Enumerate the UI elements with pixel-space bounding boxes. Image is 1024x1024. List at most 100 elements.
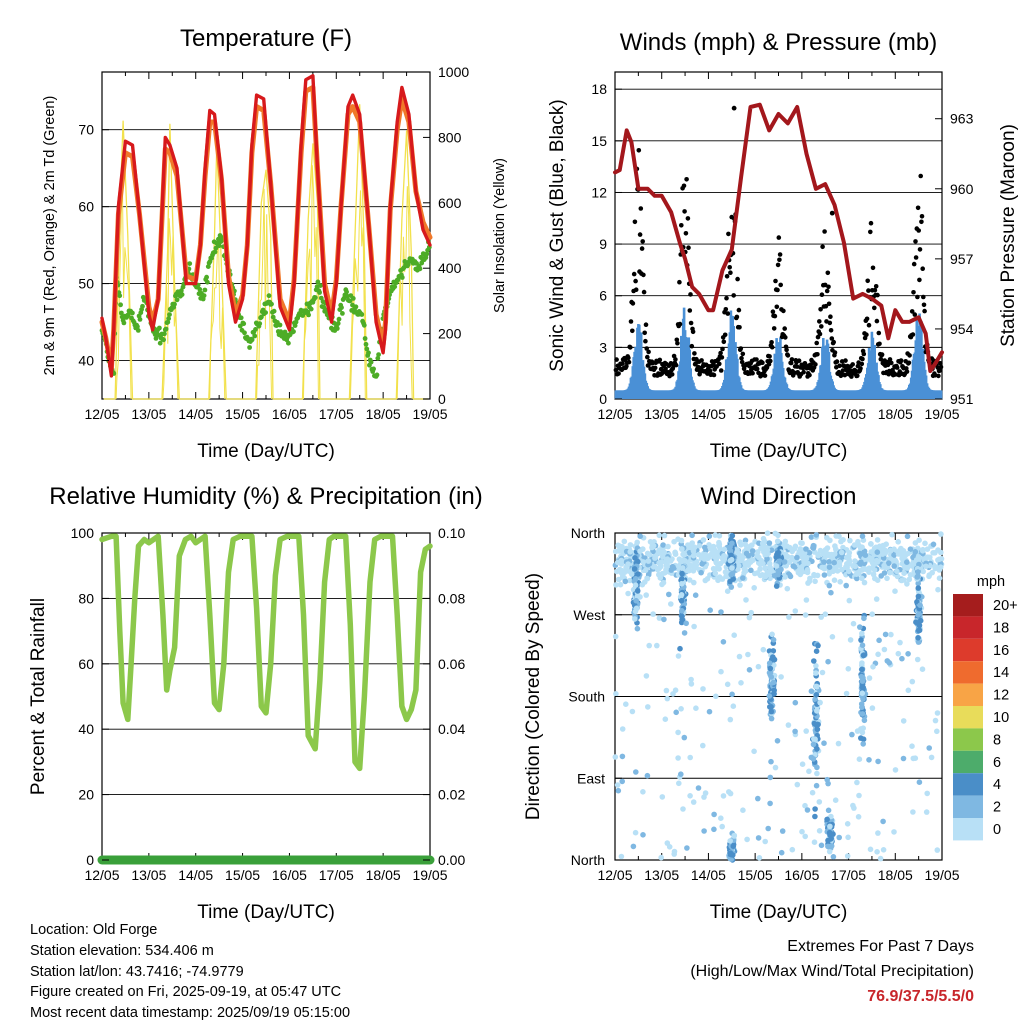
direction-point	[612, 754, 619, 760]
wind-direction-x-tick-label: 12/05	[597, 867, 632, 883]
direction-point	[775, 553, 781, 559]
dewpoint-point	[263, 310, 268, 315]
dewpoint-point	[179, 292, 185, 297]
direction-point	[711, 553, 717, 560]
dewpoint-point	[205, 279, 210, 285]
gust-point	[938, 364, 944, 370]
direction-point	[819, 669, 826, 676]
gust-point	[642, 330, 647, 336]
direction-point	[645, 558, 652, 564]
direction-point	[766, 693, 773, 699]
direction-point	[859, 711, 866, 717]
direction-point	[728, 552, 734, 559]
gust-point	[826, 284, 831, 290]
direction-point	[682, 558, 688, 564]
direction-point	[827, 823, 833, 830]
direction-point	[767, 665, 774, 672]
gust-point	[689, 343, 695, 349]
direction-point	[665, 543, 671, 550]
direction-point	[881, 562, 887, 569]
solar-insolation-spike	[302, 165, 319, 400]
direction-point	[627, 542, 634, 548]
gust-point	[879, 352, 885, 357]
gust-point	[807, 372, 812, 378]
direction-point	[689, 532, 695, 539]
dewpoint-point	[163, 326, 169, 332]
direction-point	[731, 833, 737, 839]
pressure-y-axis-tick-label: 960	[950, 181, 974, 197]
dewpoint-point	[334, 326, 340, 331]
gust-point	[687, 308, 693, 313]
direction-point	[934, 847, 941, 853]
wind-direction-x-axis-label: Time (Day/UTC)	[710, 902, 848, 923]
dewpoint-point	[172, 301, 177, 307]
direction-point	[866, 757, 872, 763]
dewpoint-point	[135, 328, 141, 333]
direction-point	[768, 715, 775, 722]
gust-point	[681, 183, 687, 189]
direction-point	[854, 779, 860, 786]
gust-point	[727, 265, 732, 270]
direction-point	[881, 547, 888, 553]
direction-point	[695, 785, 702, 791]
direction-point	[678, 537, 685, 544]
direction-point	[860, 741, 866, 747]
direction-point	[778, 849, 785, 856]
direction-point	[815, 552, 822, 559]
direction-point	[814, 708, 820, 714]
gust-point	[796, 358, 802, 364]
direction-point	[805, 580, 811, 586]
direction-point	[852, 558, 858, 564]
direction-point	[778, 566, 784, 573]
direction-point	[749, 548, 756, 554]
direction-point	[843, 582, 849, 589]
direction-point	[718, 609, 724, 615]
gust-point	[788, 360, 794, 366]
gust-point	[820, 244, 825, 250]
direction-point	[720, 639, 727, 645]
direction-point	[711, 811, 717, 818]
direction-point	[615, 787, 622, 794]
gust-point	[773, 278, 778, 284]
direction-point	[738, 680, 744, 686]
station-info: Location: Old Forge Station elevation: 5…	[30, 920, 350, 1024]
dewpoint-point	[161, 337, 167, 343]
gust-point	[815, 352, 820, 357]
direction-point	[938, 531, 944, 537]
gust-point	[740, 351, 746, 357]
gust-outlier-point	[829, 210, 835, 216]
gust-point	[675, 340, 680, 346]
pressure-y-axis-label: Station Pressure (Maroon)	[998, 124, 1019, 347]
colorbar-label: 14	[993, 665, 1009, 681]
direction-point	[936, 575, 943, 581]
dewpoint-point	[157, 325, 162, 331]
direction-y-tick-label: North	[571, 852, 605, 868]
direction-point	[664, 695, 671, 702]
gust-point	[775, 262, 781, 268]
direction-point	[825, 658, 831, 665]
colorbar-title: mph	[977, 574, 1005, 590]
direction-point	[844, 821, 851, 827]
dewpoint-point	[317, 290, 322, 295]
colorbar-label: 0	[993, 822, 1001, 838]
direction-point	[827, 832, 833, 838]
direction-point	[618, 561, 625, 567]
direction-point	[892, 588, 898, 594]
direction-point	[740, 807, 746, 813]
precip-y-axis-tick-label: 0.10	[438, 525, 465, 541]
gust-point	[723, 307, 729, 312]
direction-point	[619, 753, 626, 760]
direction-point	[687, 754, 693, 761]
direction-point	[799, 540, 805, 546]
direction-point	[679, 546, 685, 552]
direction-point	[770, 679, 777, 686]
dewpoint-point	[291, 329, 296, 334]
direction-point	[818, 614, 824, 620]
gust-point	[630, 328, 635, 334]
direction-point	[938, 549, 944, 556]
gust-point	[917, 247, 923, 252]
direction-y-tick-label: North	[571, 525, 605, 541]
direction-point	[773, 583, 780, 589]
gust-point	[775, 287, 780, 293]
gust-point	[919, 219, 924, 225]
